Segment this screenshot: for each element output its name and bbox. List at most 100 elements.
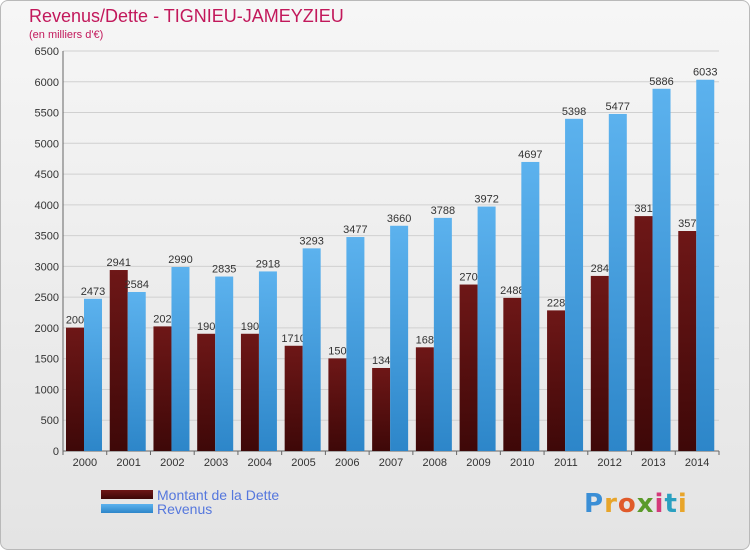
data-label-revenue: 2918 — [256, 258, 280, 270]
bar-debt — [328, 358, 347, 451]
data-label-revenue: 2835 — [212, 264, 236, 276]
data-label-debt: 1710 — [281, 333, 305, 345]
x-tick-label: 2007 — [379, 457, 403, 469]
bar-debt — [547, 310, 566, 451]
y-tick-label: 6500 — [35, 46, 59, 58]
bar-revenue — [477, 206, 496, 451]
y-tick-label: 6000 — [35, 77, 59, 89]
data-label-revenue: 2473 — [81, 286, 105, 298]
x-tick-label: 2011 — [554, 457, 578, 469]
y-tick-label: 3000 — [35, 261, 59, 273]
x-tick-label: 2001 — [116, 457, 140, 469]
bar-debt — [415, 347, 434, 451]
data-label-revenue: 3293 — [299, 235, 323, 247]
bar-revenue — [171, 267, 190, 451]
logo-letter: r — [604, 489, 618, 519]
bar-revenue — [390, 225, 409, 451]
data-label-revenue: 4697 — [518, 149, 542, 161]
bar-debt — [153, 326, 172, 451]
bar-revenue — [302, 248, 321, 451]
data-label-revenue: 2990 — [168, 254, 192, 266]
data-label-revenue: 3788 — [431, 205, 455, 217]
data-label-debt: 134 — [372, 355, 390, 367]
bar-revenue — [652, 88, 671, 452]
data-label-debt: 228 — [547, 297, 565, 309]
logo-letter: P — [584, 489, 605, 519]
data-label-debt: 270 — [459, 272, 477, 284]
data-label-debt: 200 — [66, 315, 84, 327]
x-tick-label: 2000 — [73, 457, 97, 469]
y-tick-label: 1000 — [35, 384, 59, 396]
chart-subtitle: (en milliers d'€) — [29, 29, 104, 41]
bar-revenue — [127, 291, 146, 451]
y-tick-label: 5000 — [35, 138, 59, 150]
bar-revenue — [258, 271, 277, 451]
data-label-debt: 381 — [634, 203, 652, 215]
bar-debt — [503, 297, 522, 451]
legend-label-revenue: Revenus — [157, 501, 213, 517]
bar-debt — [240, 333, 259, 451]
x-tick-label: 2009 — [466, 457, 490, 469]
y-tick-label: 2500 — [35, 292, 59, 304]
x-tick-label: 2014 — [685, 457, 709, 469]
logo-letter: x — [636, 489, 655, 519]
legend-label-debt: Montant de la Dette — [157, 487, 280, 503]
y-tick-label: 3500 — [35, 231, 59, 243]
bar-revenue — [521, 161, 540, 451]
y-tick-label: 5500 — [35, 108, 59, 120]
bar-debt — [590, 275, 609, 451]
data-label-revenue: 5477 — [606, 101, 630, 113]
data-label-debt: 284 — [591, 263, 609, 275]
bar-chart: 0 500 1000 1500 2000 2500 3000 3500 4000 4500 5000… — [35, 46, 720, 469]
bar-debt — [66, 327, 84, 451]
data-label-debt: 150 — [328, 345, 346, 357]
y-tick-label: 0 — [53, 446, 59, 458]
bar-revenue — [565, 118, 584, 452]
data-label-revenue: 3660 — [387, 213, 411, 225]
data-label-debt: 190 — [241, 321, 259, 333]
data-label-revenue: 3972 — [474, 194, 498, 206]
y-tick-label: 4500 — [35, 169, 59, 181]
data-label-debt: 190 — [197, 321, 215, 333]
bar-debt — [634, 216, 653, 451]
data-label-revenue: 6033 — [693, 67, 717, 79]
chart-title: Revenus/Dette - TIGNIEU-JAMEYZIEU — [29, 6, 344, 26]
legend-swatch-revenue — [101, 504, 153, 513]
bar-revenue — [215, 276, 234, 451]
bar-revenue — [84, 298, 102, 451]
legend-swatch-debt — [101, 490, 153, 499]
x-tick-label: 2005 — [291, 457, 315, 469]
bar-revenue — [608, 113, 627, 451]
x-tick-label: 2013 — [641, 457, 665, 469]
bar-debt — [459, 284, 478, 451]
logo-letter: t — [664, 489, 678, 519]
bar-revenue — [346, 237, 365, 451]
bar-debt — [284, 345, 303, 451]
y-tick-label: 500 — [41, 415, 59, 427]
data-label-debt: 2488 — [500, 285, 524, 297]
data-label-revenue: 3477 — [343, 224, 367, 236]
logo-letter: o — [617, 489, 637, 519]
bar-revenue — [433, 217, 452, 451]
x-tick-label: 2010 — [510, 457, 534, 469]
bar-debt — [109, 270, 128, 451]
bar-revenue — [696, 79, 715, 451]
data-label-debt: 168 — [416, 334, 434, 346]
x-tick-label: 2003 — [204, 457, 228, 469]
x-tick-label: 2006 — [335, 457, 359, 469]
data-label-revenue: 5398 — [562, 106, 586, 118]
logo-letter: i — [654, 489, 665, 519]
y-tick-label: 1500 — [35, 354, 59, 366]
x-tick-label: 2008 — [422, 457, 446, 469]
x-tick-label: 2012 — [597, 457, 621, 469]
x-tick-label: 2002 — [160, 457, 184, 469]
data-label-debt: 2941 — [106, 257, 130, 269]
bar-debt — [197, 333, 216, 451]
data-label-debt: 202 — [153, 313, 171, 325]
logo-letter: i — [677, 489, 688, 519]
x-tick-label: 2004 — [248, 457, 272, 469]
bar-debt — [372, 367, 391, 451]
bar-debt — [678, 231, 697, 451]
data-label-revenue: 5886 — [649, 76, 673, 88]
